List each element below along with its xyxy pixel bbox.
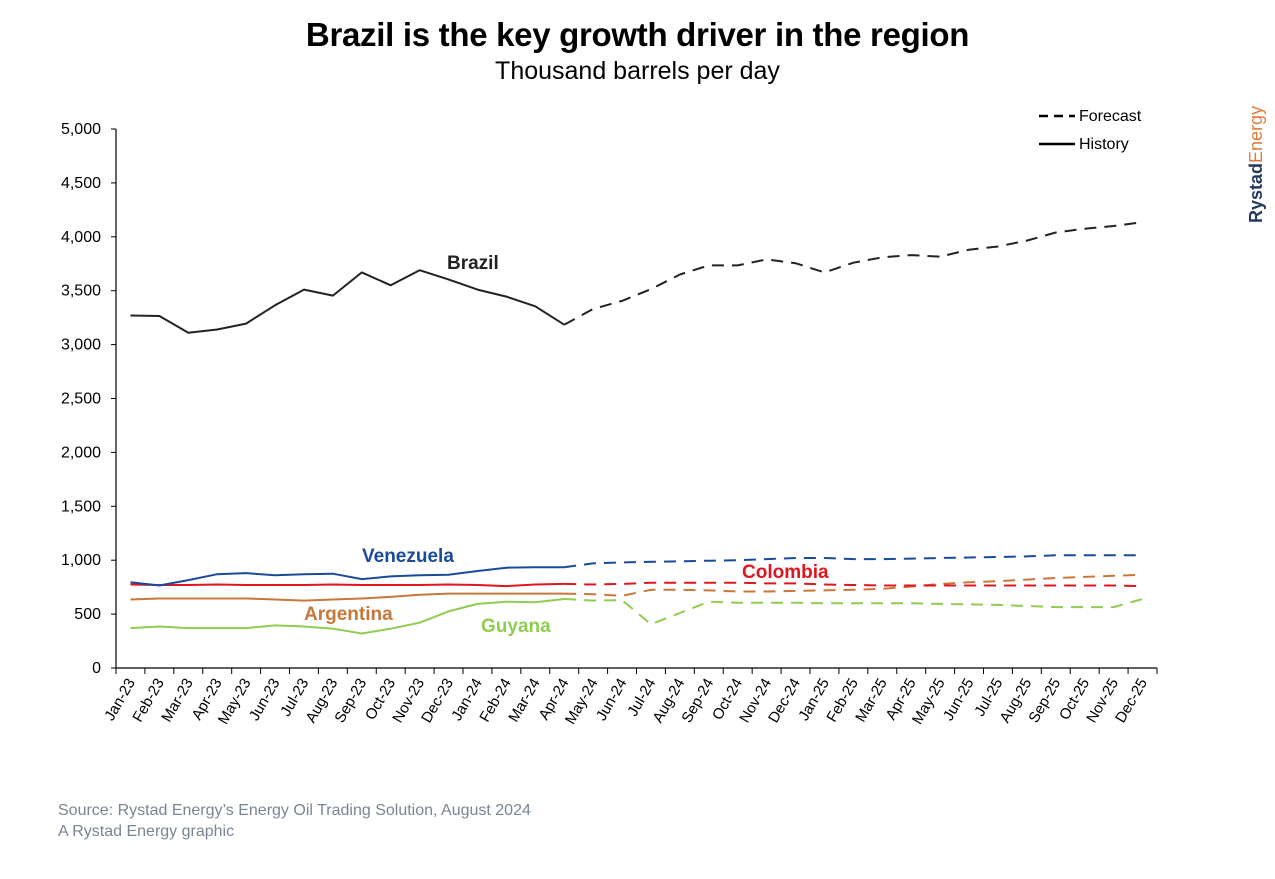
- series-label-colombia: Colombia: [742, 562, 829, 583]
- series-label-brazil: Brazil: [447, 253, 499, 274]
- series-line-brazil-forecast: [563, 221, 1143, 326]
- y-tick-label: 1,000: [61, 552, 101, 569]
- series-line-venezuela-history: [130, 566, 565, 587]
- series-lines: [130, 221, 1143, 635]
- series-labels: Brazil Venezuela Colombia Argentina Guya…: [304, 253, 829, 637]
- y-tick-label: 4,500: [61, 175, 101, 192]
- series-line-guyana-history: [130, 598, 565, 635]
- series-label-argentina: Argentina: [304, 604, 393, 625]
- legend-history-label: History: [1079, 136, 1129, 153]
- chart-title: Brazil is the key growth driver in the r…: [305, 16, 970, 53]
- legend-forecast-label: Forecast: [1079, 108, 1142, 125]
- y-tick-label: 3,500: [61, 283, 101, 300]
- y-tick-label: 0: [92, 660, 101, 677]
- y-tick-label: 2,500: [61, 391, 101, 408]
- brand-text-energy: Energy: [1246, 106, 1266, 163]
- credit-line: A Rystad Energy graphic: [58, 823, 235, 840]
- y-tick-label: 3,000: [61, 337, 101, 354]
- series-label-guyana: Guyana: [481, 616, 551, 637]
- series-line-argentina-history: [130, 592, 565, 602]
- series-line-colombia-history: [130, 582, 565, 588]
- y-tick-label: 2,000: [61, 444, 101, 461]
- source-line: Source: Rystad Energy’s Energy Oil Tradi…: [58, 802, 531, 819]
- series-line-guyana-forecast: [564, 598, 1143, 626]
- series-line-argentina-forecast: [564, 573, 1143, 597]
- y-tick-label: 4,000: [61, 229, 101, 246]
- series-line-brazil-history: [130, 269, 565, 334]
- source-note: Source: Rystad Energy’s Energy Oil Tradi…: [58, 800, 531, 842]
- chart-subtitle: Thousand barrels per day: [495, 57, 780, 85]
- series-label-venezuela: Venezuela: [362, 546, 454, 567]
- svg-text:RystadEnergy: RystadEnergy: [1246, 106, 1266, 223]
- brand-logo: RystadEnergy: [1246, 106, 1266, 223]
- y-tick-label: 5,000: [61, 121, 101, 138]
- brand-text-rystad: Rystad: [1246, 163, 1266, 223]
- series-line-colombia-forecast: [564, 581, 1143, 588]
- chart-axes: 0 500 1,000 1,500 2,000 2,500 3,000 3,500 4,000 4…: [61, 121, 1158, 727]
- series-line-venezuela-forecast: [564, 554, 1143, 569]
- legend: Forecast History: [1039, 108, 1142, 153]
- y-tick-label: 1,500: [61, 498, 101, 515]
- y-tick-label: 500: [74, 606, 101, 623]
